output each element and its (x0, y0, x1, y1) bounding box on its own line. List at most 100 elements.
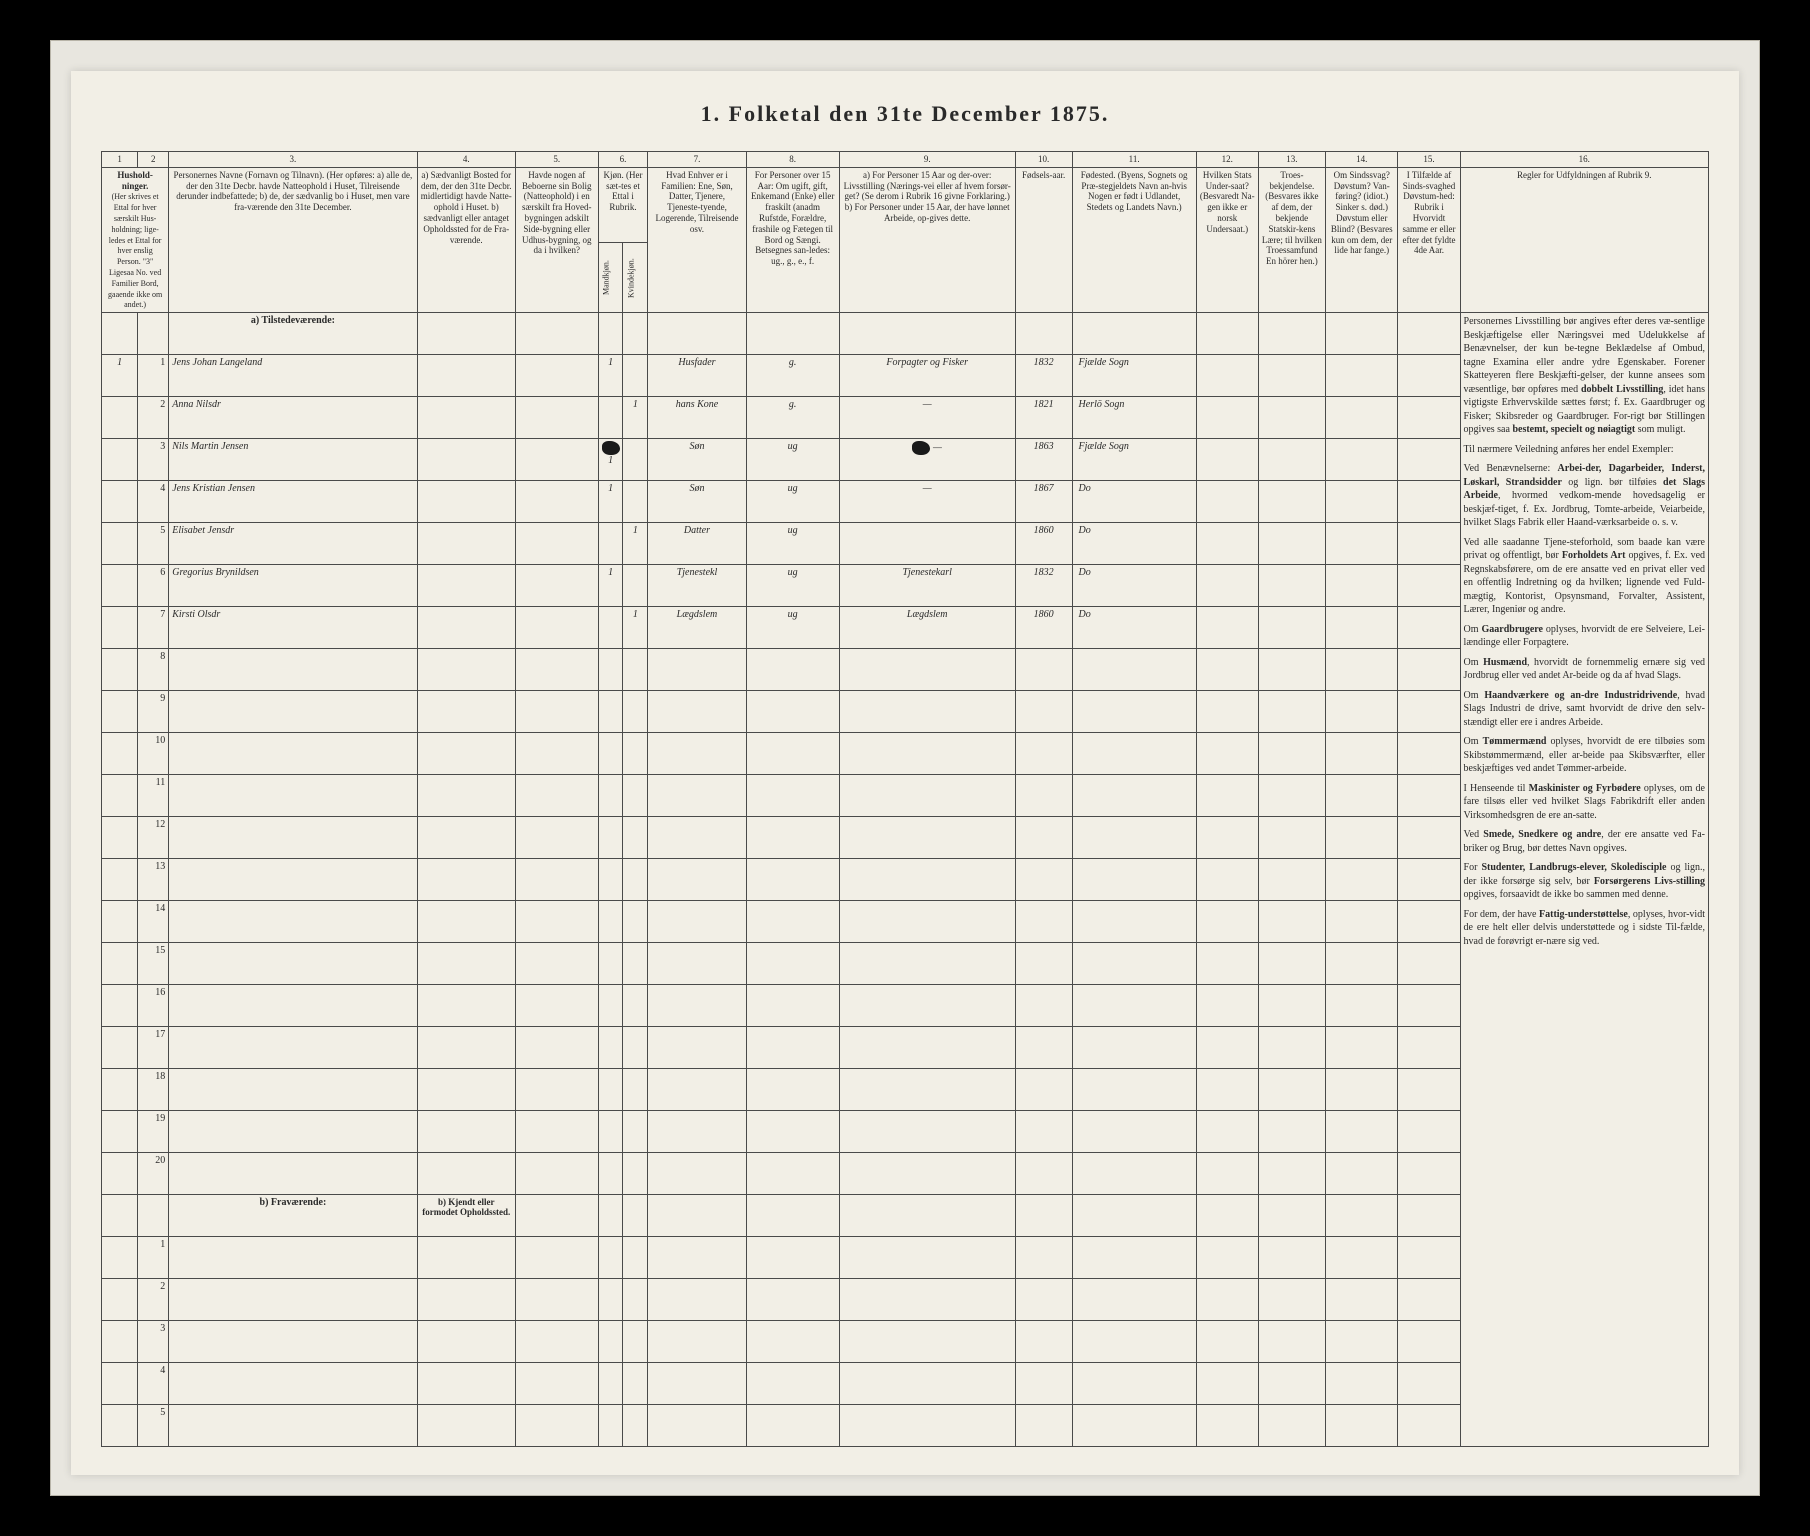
relation: Datter (648, 523, 746, 565)
cell (515, 523, 598, 565)
h7: Hvad Enhver er i Familien: Ene, Søn, Dat… (648, 167, 746, 312)
sex-k (623, 439, 648, 481)
h9: a) For Personer 15 Aar og der-over: Livs… (839, 167, 1015, 312)
birthplace: Do (1072, 523, 1196, 565)
cell (1196, 397, 1258, 439)
sex-k: 1 (623, 397, 648, 439)
colnum: 5. (515, 152, 598, 168)
h6b: Kvindekjøn. (623, 243, 648, 313)
row-number: 18 (138, 1069, 169, 1111)
cell (1398, 481, 1460, 523)
household-mark (102, 523, 138, 565)
civil-status: ug (746, 607, 839, 649)
section-b-label: b) Fraværende: (169, 1195, 417, 1237)
civil-status: g. (746, 355, 839, 397)
civil-status: ug (746, 439, 839, 481)
person-name: Nils Martin Jensen (169, 439, 417, 481)
cell (1326, 355, 1398, 397)
birthplace: Fjælde Sogn (1072, 439, 1196, 481)
person-name: Kirsti Olsdr (169, 607, 417, 649)
civil-status: ug (746, 565, 839, 607)
sex-m (598, 397, 623, 439)
sex-m: 1 (598, 481, 623, 523)
colnum: 6. (598, 152, 648, 168)
cell (1258, 481, 1325, 523)
colnum: 10. (1015, 152, 1072, 168)
cell (1398, 397, 1460, 439)
row-number: 5 (138, 523, 169, 565)
cell (1326, 523, 1398, 565)
birthplace: Do (1072, 481, 1196, 523)
paper: 1. Folketal den 31te December 1875. (71, 71, 1739, 1475)
colnum: 2 (138, 152, 169, 168)
h1: Hushold- ninger.(Her skrives et Ettal fo… (102, 167, 169, 312)
h6a: Mandkjøn. (598, 243, 623, 313)
cell (417, 607, 515, 649)
sex-m: 1 (598, 565, 623, 607)
cell (1398, 355, 1460, 397)
relation: hans Kone (648, 397, 746, 439)
h16: Regler for Udfyldningen af Rubrik 9. (1460, 167, 1708, 312)
h3: Personernes Navne (Fornavn og Tilnavn). … (169, 167, 417, 312)
cell (515, 565, 598, 607)
cell (1398, 439, 1460, 481)
civil-status: ug (746, 523, 839, 565)
occupation: — (839, 439, 1015, 481)
person-name: Elisabet Jensdr (169, 523, 417, 565)
civil-status: g. (746, 397, 839, 439)
h6: Kjøn. (Her sæt-tes et Ettal i Rubrik. (598, 167, 648, 242)
colnum: 16. (1460, 152, 1708, 168)
sex-m (598, 523, 623, 565)
birth-year: 1863 (1015, 439, 1072, 481)
colnum: 3. (169, 152, 417, 168)
cell (1196, 439, 1258, 481)
birth-year: 1832 (1015, 565, 1072, 607)
cell (1326, 481, 1398, 523)
row-number: 9 (138, 691, 169, 733)
cell (1326, 439, 1398, 481)
relation: Husfader (648, 355, 746, 397)
section-a-label: a) Tilstedeværende: (169, 313, 417, 355)
rules-paragraph: Personernes Livsstilling bør angives eft… (1464, 315, 1705, 437)
rules-paragraph: For Studenter, Landbrugs-elever, Skoledi… (1464, 861, 1705, 902)
birth-year: 1832 (1015, 355, 1072, 397)
birthplace: Do (1072, 565, 1196, 607)
sex-m (598, 607, 623, 649)
cell (1398, 607, 1460, 649)
civil-status: ug (746, 481, 839, 523)
cell (1196, 523, 1258, 565)
h12: Hvilken Stats Under-saat? (Besvaredt Na-… (1196, 167, 1258, 312)
row-number: 15 (138, 943, 169, 985)
rules-paragraph: Ved Benævnelserne: Arbei-der, Dagarbeide… (1464, 462, 1705, 530)
sex-k: 1 (623, 523, 648, 565)
row-number: 6 (138, 565, 169, 607)
h4: a) Sædvanligt Bosted for dem, der den 31… (417, 167, 515, 312)
cell (1196, 565, 1258, 607)
occupation: Forpagter og Fisker (839, 355, 1015, 397)
cell (1326, 565, 1398, 607)
birthplace: Fjælde Sogn (1072, 355, 1196, 397)
cell (1196, 481, 1258, 523)
household-mark (102, 565, 138, 607)
cell (1196, 355, 1258, 397)
cell (1326, 607, 1398, 649)
cell (1258, 607, 1325, 649)
colnum: 13. (1258, 152, 1325, 168)
birthplace: Do (1072, 607, 1196, 649)
cell (417, 565, 515, 607)
row-number: 7 (138, 607, 169, 649)
rules-paragraph: Om Husmænd, hvorvidt de fornemmelig ernæ… (1464, 656, 1705, 683)
sex-m: 1 (598, 439, 623, 481)
rules-paragraph: Om Gaardbrugere oplyses, hvorvidt de ere… (1464, 623, 1705, 650)
relation: Tjenestekl (648, 565, 746, 607)
birthplace: Herlö Sogn (1072, 397, 1196, 439)
colnum: 9. (839, 152, 1015, 168)
row-number: 1 (138, 355, 169, 397)
cell (1258, 397, 1325, 439)
sex-k: 1 (623, 607, 648, 649)
cell (1258, 565, 1325, 607)
cell (417, 481, 515, 523)
cell (1196, 607, 1258, 649)
row-number: 2 (138, 397, 169, 439)
h13: Troes-bekjendelse. (Besvares ikke af dem… (1258, 167, 1325, 312)
